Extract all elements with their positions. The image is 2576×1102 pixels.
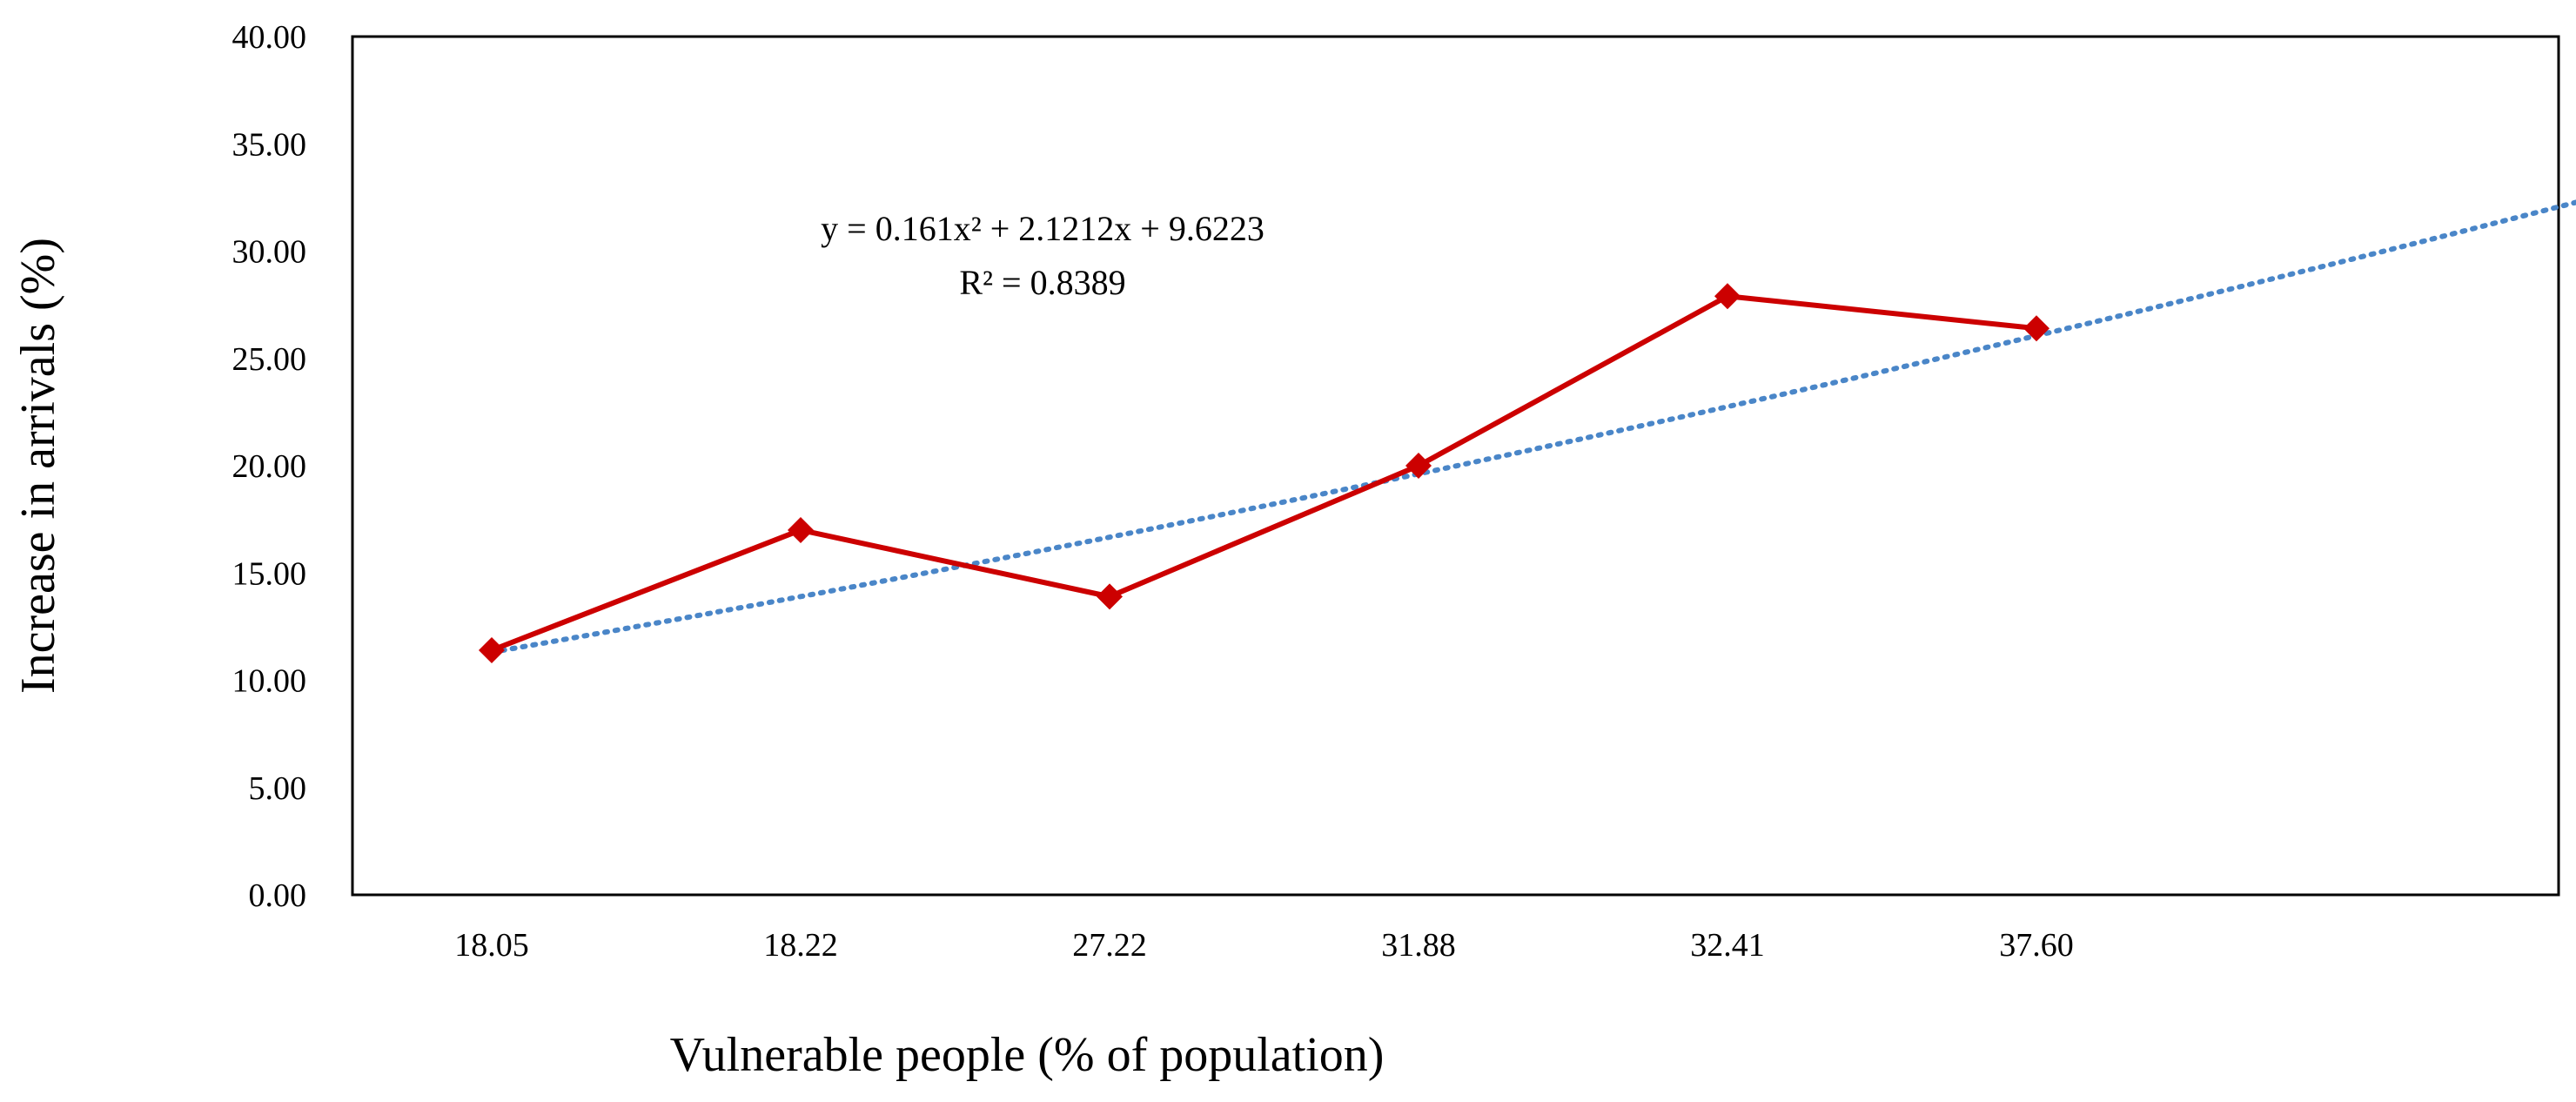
x-axis-ticks: 18.05 18.22 27.22 31.88 32.41 37.60 bbox=[454, 927, 2074, 964]
y-tick-label: 25.00 bbox=[232, 341, 307, 378]
y-tick-label: 35.00 bbox=[232, 126, 307, 163]
data-point-marker bbox=[1714, 283, 1741, 310]
trendline-equation: y = 0.161x² + 2.1212x + 9.6223 bbox=[821, 209, 1265, 248]
y-tick-label: 20.00 bbox=[232, 448, 307, 485]
x-tick-label: 18.22 bbox=[763, 927, 838, 964]
trendline bbox=[489, 199, 2576, 655]
data-point-marker bbox=[1097, 583, 1123, 610]
series-markers bbox=[479, 283, 2049, 663]
y-tick-label: 40.00 bbox=[232, 19, 307, 56]
y-tick-label: 0.00 bbox=[249, 877, 307, 914]
y-tick-label: 15.00 bbox=[232, 555, 307, 592]
x-tick-label: 27.22 bbox=[1072, 927, 1147, 964]
x-tick-label: 31.88 bbox=[1381, 927, 1456, 964]
data-point-marker bbox=[479, 636, 505, 663]
data-point-marker bbox=[1405, 453, 1432, 479]
y-tick-label: 30.00 bbox=[232, 234, 307, 271]
x-tick-label: 32.41 bbox=[1690, 927, 1765, 964]
x-tick-label: 37.60 bbox=[1999, 927, 2074, 964]
x-axis-title: Vulnerable people (% of population) bbox=[670, 1028, 1385, 1082]
trendline-r-squared: R² = 0.8389 bbox=[959, 263, 1125, 302]
data-point-marker bbox=[788, 516, 814, 543]
y-tick-label: 5.00 bbox=[249, 770, 307, 807]
series-line bbox=[490, 293, 2037, 653]
x-tick-label: 18.05 bbox=[454, 927, 529, 964]
y-tick-label: 10.00 bbox=[232, 663, 307, 700]
y-axis-ticks: 0.00 5.00 10.00 15.00 20.00 25.00 30.00 35.00 40… bbox=[232, 19, 307, 914]
data-point-marker bbox=[2023, 315, 2049, 342]
y-axis-title: Increase in arrivals (%) bbox=[11, 238, 65, 694]
